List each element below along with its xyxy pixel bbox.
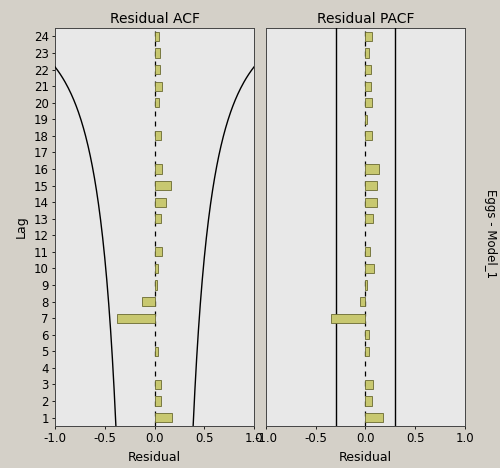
- Bar: [366, 280, 368, 290]
- Bar: [366, 65, 372, 74]
- Bar: [154, 48, 160, 58]
- Bar: [154, 32, 160, 41]
- Bar: [366, 330, 370, 339]
- Bar: [366, 164, 380, 174]
- Bar: [366, 247, 370, 256]
- Text: Eggs - Model_1: Eggs - Model_1: [484, 190, 498, 278]
- Bar: [154, 214, 162, 223]
- Bar: [366, 32, 372, 41]
- Bar: [366, 264, 374, 273]
- X-axis label: Residual: Residual: [128, 451, 181, 464]
- Bar: [154, 164, 162, 174]
- Bar: [154, 380, 162, 389]
- Bar: [366, 131, 372, 140]
- Bar: [366, 396, 372, 406]
- Bar: [154, 264, 158, 273]
- Bar: [366, 181, 378, 190]
- X-axis label: Residual: Residual: [339, 451, 392, 464]
- Y-axis label: Lag: Lag: [15, 216, 28, 238]
- Bar: [154, 347, 158, 356]
- Bar: [366, 115, 368, 124]
- Bar: [366, 413, 384, 422]
- Bar: [142, 297, 154, 306]
- Bar: [154, 181, 172, 190]
- Bar: [154, 131, 162, 140]
- Bar: [154, 197, 166, 207]
- Title: Residual ACF: Residual ACF: [110, 12, 200, 26]
- Bar: [366, 347, 370, 356]
- Title: Residual PACF: Residual PACF: [316, 12, 414, 26]
- Bar: [360, 297, 366, 306]
- Bar: [154, 247, 162, 256]
- Bar: [154, 81, 162, 91]
- Bar: [366, 197, 378, 207]
- Bar: [330, 314, 366, 323]
- Bar: [366, 380, 374, 389]
- Bar: [366, 98, 372, 107]
- Bar: [366, 81, 372, 91]
- Bar: [366, 48, 370, 58]
- Bar: [154, 280, 156, 290]
- Bar: [154, 396, 162, 406]
- Bar: [154, 413, 172, 422]
- Bar: [116, 314, 154, 323]
- Bar: [154, 65, 160, 74]
- Bar: [366, 214, 374, 223]
- Bar: [154, 98, 160, 107]
